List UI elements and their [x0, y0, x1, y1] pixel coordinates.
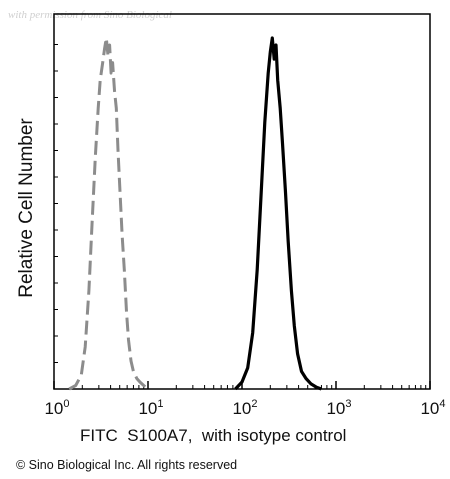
watermark: with permission from Sino Biological [8, 9, 172, 21]
x-tick-label: 101 [138, 398, 163, 418]
x-tick-labels: 100 101 102 103 104 [44, 398, 445, 418]
series-line-s100a7 [234, 36, 322, 391]
axes [53, 13, 431, 390]
series-line-isotype [68, 36, 149, 391]
histogram-chart: 100 101 102 103 104 Relative Cell Number FIT… [16, 13, 446, 445]
x-tick-label: 103 [326, 398, 351, 418]
y-axis-label: Relative Cell Number [16, 118, 37, 298]
series-layer [68, 36, 322, 391]
x-tick-label: 104 [420, 398, 445, 418]
x-tick-label: 102 [232, 398, 257, 418]
copyright-text: © Sino Biological Inc. All rights reserv… [16, 458, 238, 472]
x-tick-label: 100 [44, 398, 69, 418]
x-axis-label: FITC S100A7, with isotype control [80, 426, 346, 445]
